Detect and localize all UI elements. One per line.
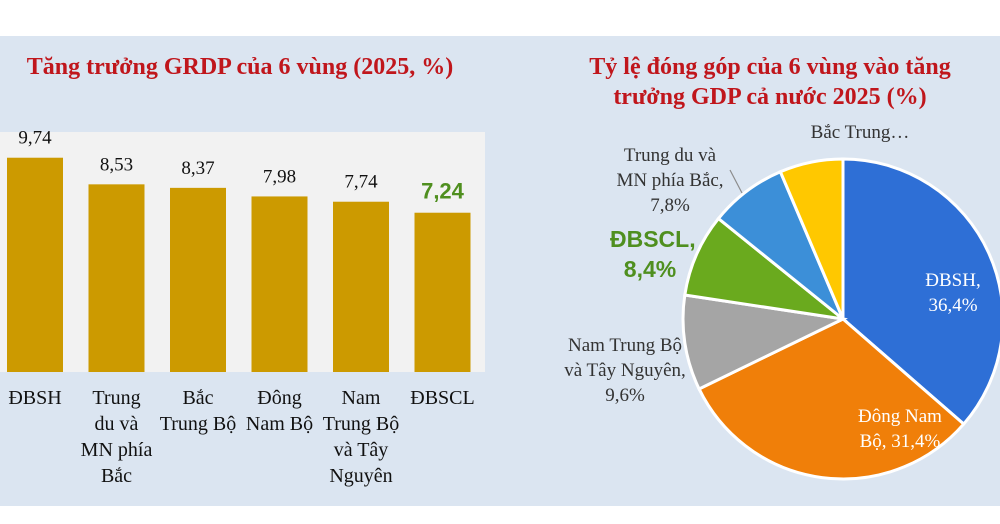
bar-value-label-3: 7,98 (263, 166, 296, 187)
bar-category-label-3: Đông Nam Bộ (245, 387, 314, 435)
bar-4 (333, 201, 389, 372)
pie-leader-line (729, 169, 743, 194)
pie-slice-label-0: ĐBSH, 36,4% (925, 270, 981, 316)
pie-chart-title: Tỷ lệ đóng góp của 6 vùng vào tăng trưởn… (589, 54, 951, 110)
pie-slice-0 (841, 157, 1000, 427)
bar-category-label-4: Nam Trung Bộ và Tây Nguyên (322, 387, 400, 487)
bar-category-label-1: Trung du và MN phía Bắc (80, 387, 153, 487)
bar-plot-area (0, 132, 485, 372)
bar-value-label-4: 7,74 (344, 172, 378, 193)
bar-category-label-0: ĐBSH (8, 387, 62, 409)
pie-slice-label-1: Đông Nam Bộ, 31,4% (858, 406, 942, 452)
pie-slice-label-2: Nam Trung Bộ và Tây Nguyên, 9,6% (564, 335, 686, 406)
bar-value-label-2: 8,37 (181, 158, 214, 179)
pie-slice-label-5: Bắc Trung… (810, 122, 910, 143)
pie-slice-label-4: Trung du và MN phía Bắc, 7,8% (616, 145, 724, 216)
bar-category-label-2: Bắc Trung Bộ (159, 387, 237, 435)
bar-value-label-5: 7,24 (421, 179, 465, 204)
bar-value-label-1: 8,53 (100, 154, 133, 175)
bar-3 (251, 196, 308, 372)
bar-1 (88, 184, 145, 372)
pie-slice-5 (778, 157, 845, 320)
bar-chart-title: Tăng trưởng GRDP của 6 vùng (2025, %) (26, 54, 454, 80)
pie-slice-2 (681, 293, 848, 391)
pie-slice-label-3: ĐBSCL, 8,4% (610, 226, 696, 282)
pie-slice-3 (683, 216, 849, 322)
bar-2 (170, 187, 226, 372)
bar-5 (414, 212, 471, 372)
pie-slice-1 (697, 317, 966, 481)
bar-value-label-0: 9,74 (18, 128, 52, 149)
bar-category-label-5: ĐBSCL (410, 387, 475, 409)
bar-0 (7, 157, 63, 372)
